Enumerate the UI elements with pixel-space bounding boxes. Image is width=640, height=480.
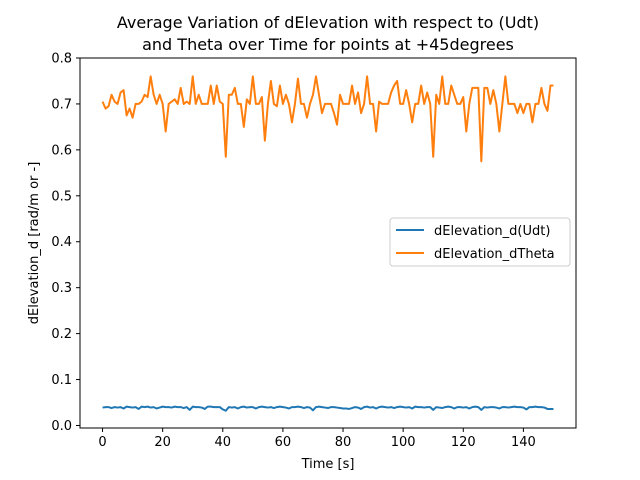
legend-label-udt: dElevation_d(Udt) — [434, 224, 550, 239]
y-tick-label: 0.3 — [51, 281, 72, 296]
legend: dElevation_d(Udt) dElevation_dTheta — [389, 217, 571, 267]
x-tick-label: 40 — [215, 435, 232, 450]
x-axis-ticks: 0 20 40 60 80 100 120 140 — [98, 428, 536, 450]
legend-label-theta: dElevation_dTheta — [434, 247, 555, 262]
y-tick-label: 0.7 — [51, 97, 72, 112]
y-axis-ticks: 0.0 0.1 0.2 0.3 0.4 0.5 0.6 0.7 0.8 — [51, 52, 80, 434]
y-tick-label: 0.8 — [51, 52, 72, 67]
y-tick-label: 0.5 — [51, 189, 72, 204]
x-tick-label: 100 — [391, 435, 416, 450]
x-tick-label: 20 — [154, 435, 171, 450]
plot-frame — [79, 57, 577, 429]
legend-box — [389, 217, 571, 267]
y-axis-label: dElevation_d [rad/m or -] — [27, 162, 42, 325]
y-tick-label: 0.2 — [51, 327, 72, 342]
x-tick-label: 140 — [511, 435, 536, 450]
x-tick-label: 80 — [335, 435, 352, 450]
x-tick-label: 0 — [98, 435, 106, 450]
y-tick-label: 0.6 — [51, 143, 72, 158]
chart-title-line-1: Average Variation of dElevation with res… — [117, 13, 539, 32]
series-line-theta — [101, 75, 554, 163]
series-line-udt — [102, 405, 554, 412]
series-layer — [101, 75, 554, 412]
x-tick-label: 120 — [451, 435, 476, 450]
y-tick-label: 0.0 — [51, 419, 72, 434]
x-axis-label: Time [s] — [301, 457, 355, 472]
y-tick-label: 0.4 — [51, 235, 72, 250]
x-tick-label: 60 — [275, 435, 292, 450]
chart-title-line-2: and Theta over Time for points at +45deg… — [142, 35, 514, 54]
y-tick-label: 0.1 — [51, 373, 72, 388]
